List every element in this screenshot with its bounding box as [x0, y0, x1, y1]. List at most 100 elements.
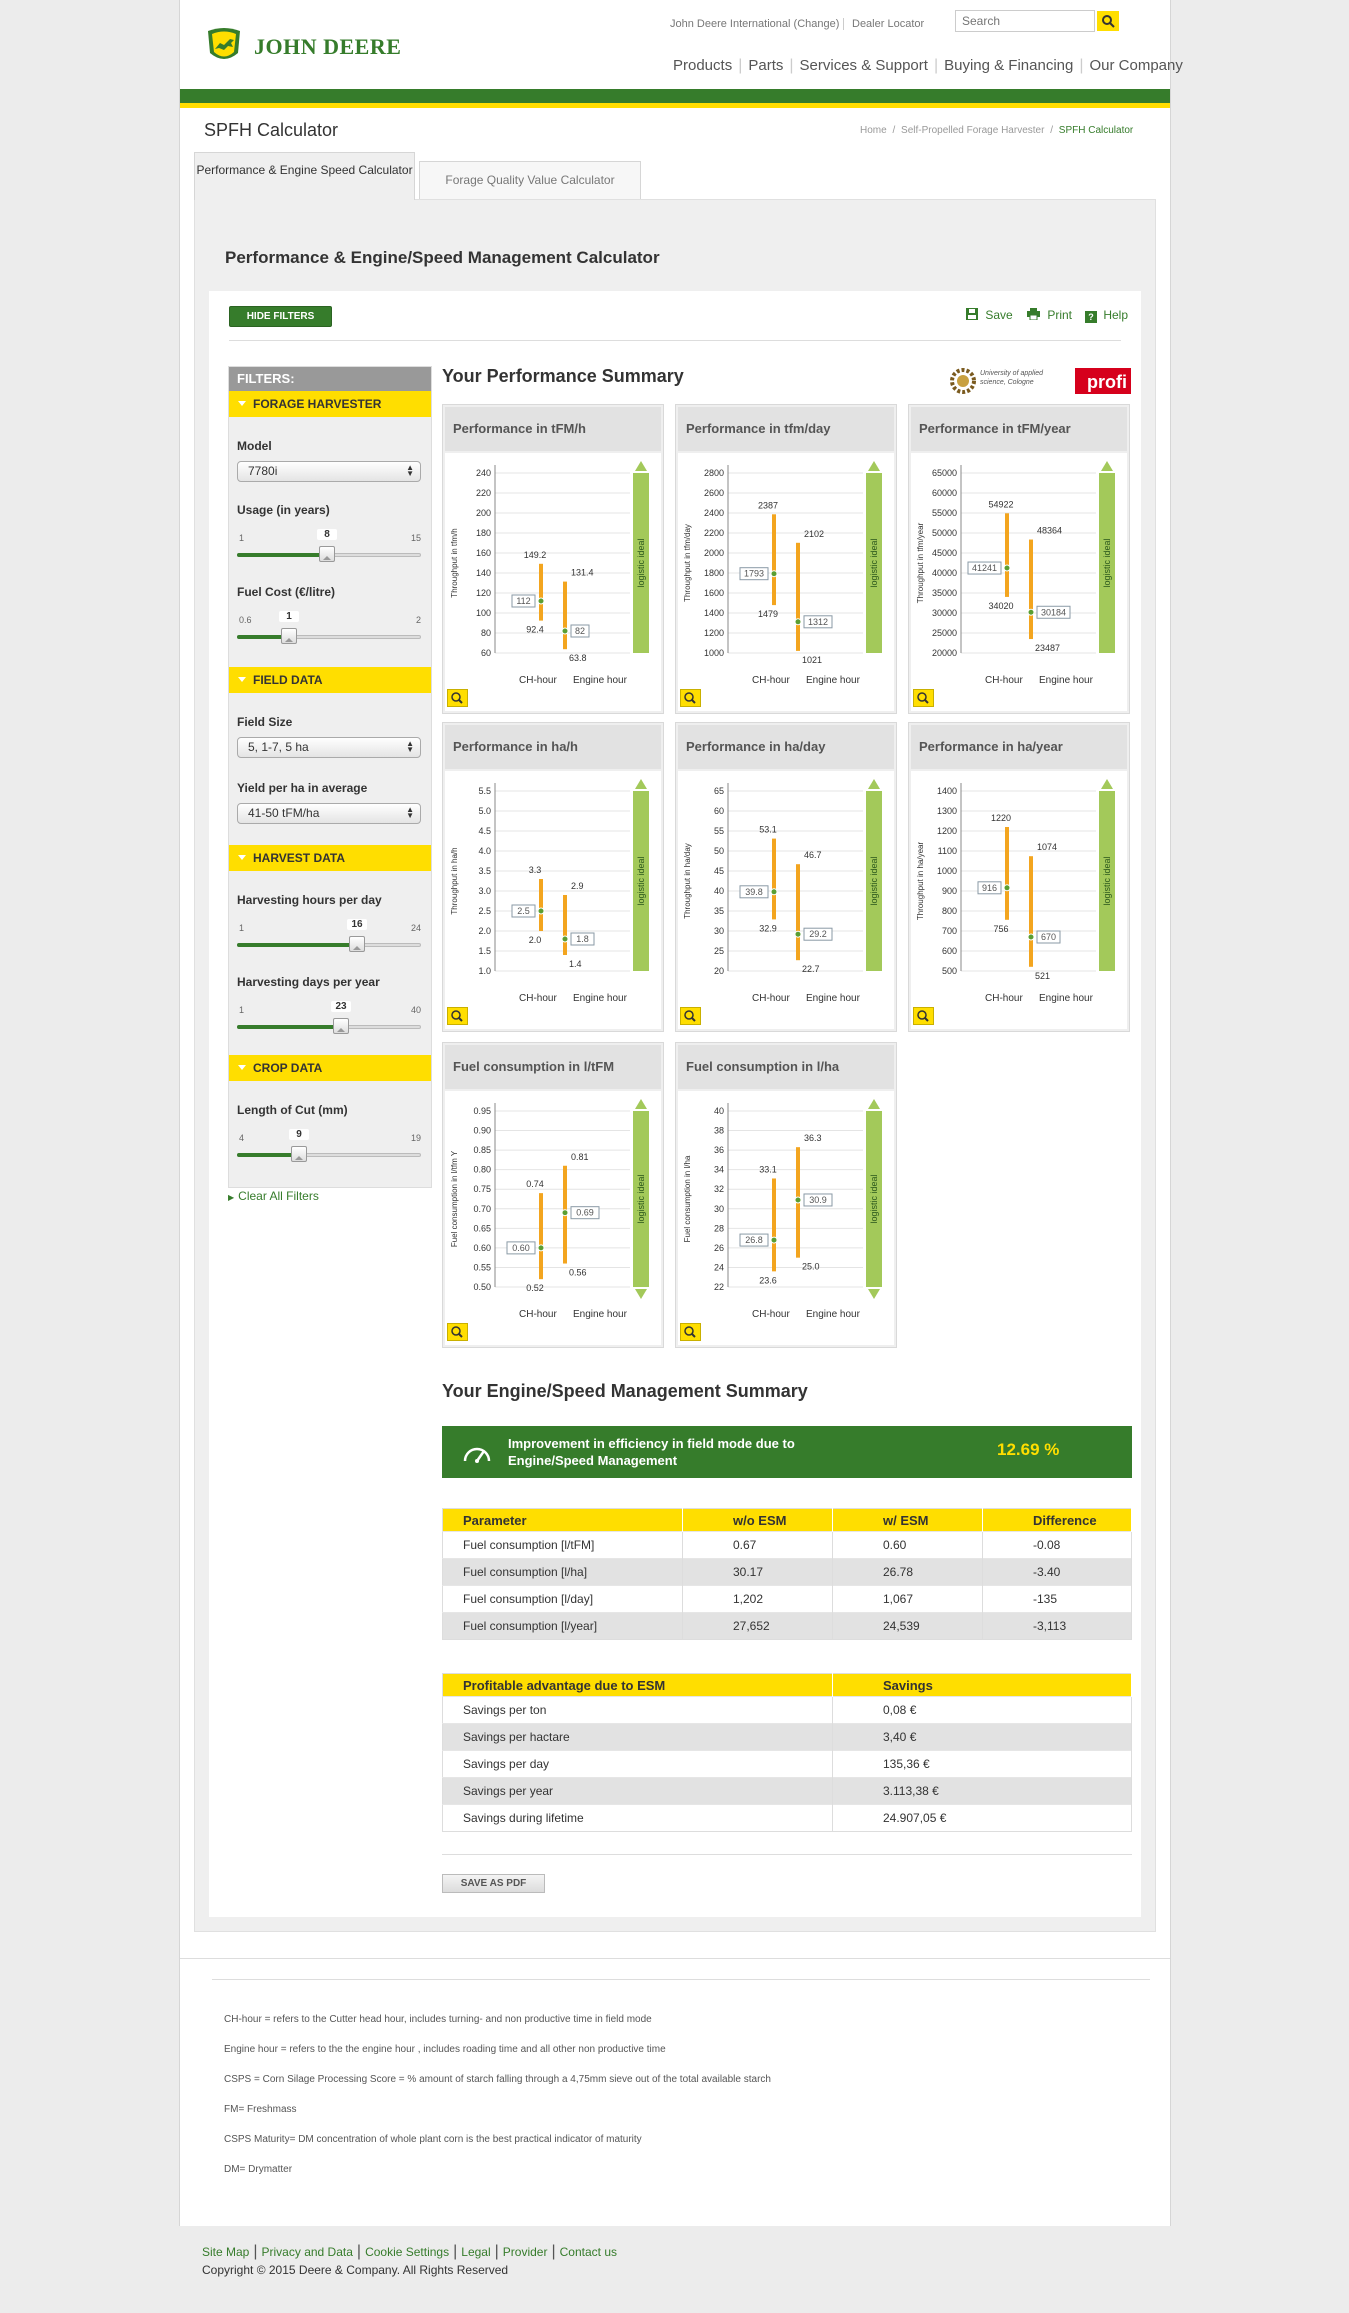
tab-performance[interactable]: Performance & Engine Speed Calculator — [194, 152, 415, 200]
hours-slider[interactable]: 1 24 16 — [237, 923, 421, 963]
tab-forage-quality[interactable]: Forage Quality Value Calculator — [419, 161, 641, 200]
chart-plot-area: 20 25 30 35 40 45 50 55 60 65 Throughput in ha/day… — [678, 771, 894, 1029]
ch-value-label: 39.8 — [745, 887, 763, 897]
section-field-data[interactable]: FIELD DATA — [229, 667, 431, 693]
breadcrumb-home[interactable]: Home — [860, 125, 887, 136]
engine-max-label: 36.3 — [804, 1133, 822, 1143]
table-cell: Fuel consumption [l/tFM] — [443, 1532, 683, 1559]
yield-select[interactable]: 41-50 tFM/ha ▲ ▼ — [237, 803, 421, 824]
chart-svg: 6080100120140160180200220240Throughput i… — [445, 453, 661, 711]
note-item: CSPS Maturity= DM concentration of whole… — [224, 2134, 642, 2145]
fuel-cost-slider[interactable]: 0.6 2 1 — [237, 615, 421, 655]
footer-contact[interactable]: Contact us — [560, 2245, 617, 2259]
ch-value-point — [771, 1237, 777, 1243]
chart-plot-area: 0.50 0.55 0.60 0.65 0.70 0.75 0.80 0.85 0.90 0.95… — [445, 1091, 661, 1345]
page-container: JOHN DEERE John Deere International (Cha… — [179, 0, 1171, 2226]
nav-services[interactable]: Services & Support — [800, 57, 928, 74]
days-handle[interactable] — [333, 1018, 349, 1034]
section-forage-harvester[interactable]: FORAGE HARVESTER — [229, 391, 431, 417]
footer-legal[interactable]: Legal — [461, 2245, 490, 2259]
tick-label: 4.0 — [478, 846, 491, 856]
zoom-button[interactable] — [680, 689, 701, 707]
zoom-button[interactable] — [680, 1323, 701, 1341]
usage-handle[interactable] — [319, 546, 335, 562]
zoom-button[interactable] — [913, 689, 934, 707]
international-link[interactable]: John Deere International (Change) — [670, 18, 839, 30]
footer-provider[interactable]: Provider — [503, 2245, 548, 2259]
chart-svg: 0.500.550.600.650.700.750.800.850.900.95… — [445, 1091, 661, 1345]
tick-label: 24 — [714, 1262, 724, 1272]
model-select[interactable]: 7780i ▲ ▼ — [237, 461, 421, 482]
notes-divider — [212, 1979, 1150, 1980]
chart-4: Performance in ha/h 1.0 1.5 2.0 2.5 3.0 3.5 4.0… — [442, 722, 664, 1032]
table-cell: 1,202 — [683, 1586, 833, 1613]
hours-handle[interactable] — [349, 936, 365, 952]
engine-min-label: 521 — [1035, 971, 1050, 981]
tick-label: 0.50 — [473, 1282, 491, 1292]
footer-privacy[interactable]: Privacy and Data — [262, 2245, 353, 2259]
search-box — [955, 10, 1119, 32]
chart-5: Performance in ha/day 20 25 30 35 40 45 50 55 60 6… — [675, 722, 897, 1032]
nav-buying[interactable]: Buying & Financing — [944, 57, 1073, 74]
cut-handle[interactable] — [291, 1146, 307, 1162]
footer-cookie[interactable]: Cookie Settings — [365, 2245, 449, 2259]
hide-filters-button[interactable]: HIDE FILTERS — [229, 306, 332, 327]
engine-value-point — [562, 936, 568, 942]
nav-parts[interactable]: Parts — [748, 57, 783, 74]
section-harvest-data[interactable]: HARVEST DATA — [229, 845, 431, 871]
zoom-button[interactable] — [680, 1007, 701, 1025]
header-difference: Difference — [983, 1509, 1132, 1532]
save-as-pdf-button[interactable]: SAVE AS PDF — [442, 1874, 545, 1893]
nav-company[interactable]: Our Company — [1090, 57, 1183, 74]
tick-label: 2.0 — [478, 926, 491, 936]
days-slider[interactable]: 1 40 23 — [237, 1005, 421, 1045]
engine-hour-label: Engine hour — [1039, 993, 1094, 1004]
model-label: Model — [237, 439, 272, 453]
engine-value-label: 1312 — [808, 617, 828, 627]
ch-max-label: 54922 — [988, 499, 1013, 509]
tick-label: 40 — [714, 886, 724, 896]
header-parameter: Parameter — [443, 1509, 683, 1532]
ch-hour-label: CH-hour — [519, 1309, 557, 1320]
cut-slider[interactable]: 4 19 9 — [237, 1133, 421, 1173]
zoom-button[interactable] — [447, 1007, 468, 1025]
chart-plot-area: 60 80 100 120 140 160 180 200 220 240 Throughput i… — [445, 453, 661, 711]
select-arrows-icon: ▲ ▼ — [406, 741, 414, 753]
breadcrumb-spfh[interactable]: Self-Propelled Forage Harvester — [901, 125, 1044, 136]
print-link[interactable]: Print — [1027, 308, 1072, 322]
tick-label: 1200 — [704, 628, 724, 638]
section-crop-data[interactable]: CROP DATA — [229, 1055, 431, 1081]
fuel-handle[interactable] — [281, 628, 297, 644]
field-size-select[interactable]: 5, 1-7, 5 ha ▲ ▼ — [237, 737, 421, 758]
clear-filters-link[interactable]: ▶ Clear All Filters — [228, 1189, 319, 1203]
search-input[interactable] — [955, 10, 1095, 32]
field-size-label: Field Size — [237, 715, 292, 729]
save-link[interactable]: Save — [966, 308, 1013, 322]
nav-products[interactable]: Products — [673, 57, 732, 74]
tick-label: 1000 — [704, 648, 724, 658]
search-button[interactable] — [1097, 11, 1119, 31]
help-link[interactable]: ? Help — [1085, 308, 1128, 323]
zoom-button[interactable] — [913, 1007, 934, 1025]
y-axis-label: Fuel consumption in l/ha — [683, 1155, 692, 1242]
tick-label: 0.70 — [473, 1204, 491, 1214]
table-cell: Fuel consumption [l/year] — [443, 1613, 683, 1640]
tick-label: 1400 — [937, 786, 957, 796]
ideal-down-arrow — [635, 1289, 647, 1299]
usage-slider[interactable]: 1 15 8 — [237, 533, 421, 573]
tick-label: 3.5 — [478, 866, 491, 876]
zoom-button[interactable] — [447, 1323, 468, 1341]
ch-max-label: 149.2 — [524, 550, 547, 560]
help-icon: ? — [1085, 311, 1097, 323]
dealer-locator-link[interactable]: Dealer Locator — [852, 18, 924, 30]
tick-label: 5.5 — [478, 786, 491, 796]
tick-label: 26 — [714, 1243, 724, 1253]
john-deere-logo[interactable]: JOHN DEERE — [204, 25, 424, 65]
ch-min-label: 0.52 — [526, 1283, 544, 1293]
zoom-button[interactable] — [447, 689, 468, 707]
engine-min-label: 63.8 — [569, 653, 587, 663]
footer-sitemap[interactable]: Site Map — [202, 2245, 249, 2259]
y-axis-label: Throughput in tfm/h — [450, 528, 459, 597]
magnifier-icon — [681, 1324, 700, 1340]
engine-value-point — [1028, 934, 1034, 940]
